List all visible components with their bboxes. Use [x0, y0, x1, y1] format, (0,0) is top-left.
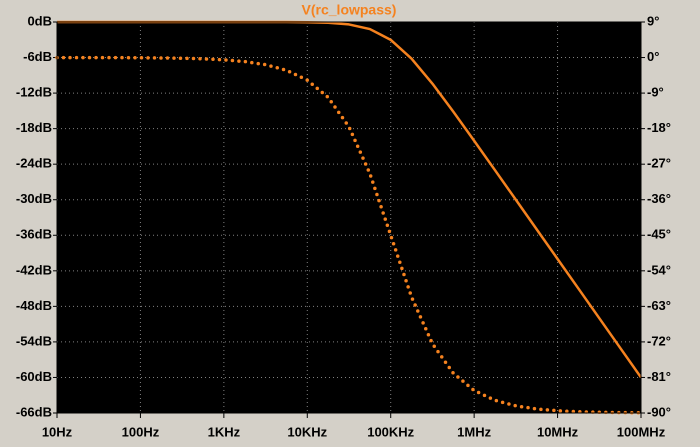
x-tick-label: 100KHz — [367, 424, 414, 439]
y-tick-label: -30dB — [16, 191, 52, 206]
y2-tick-label: -54° — [647, 262, 671, 277]
y2-tick-label: -81° — [647, 369, 671, 384]
y2-tick-label: -90° — [647, 404, 671, 419]
y-tick-label: 0dB — [27, 13, 52, 28]
x-tick-label: 10Hz — [42, 424, 73, 439]
y-tick-label: -66dB — [16, 404, 52, 419]
y-tick-label: -12dB — [16, 85, 52, 100]
y-tick-label: -48dB — [16, 298, 52, 313]
x-tick-label: 100Hz — [122, 424, 160, 439]
x-tick-label: 10KHz — [287, 424, 327, 439]
x-tick-label: 1KHz — [208, 424, 241, 439]
y2-tick-label: -27° — [647, 156, 671, 171]
series-line — [55, 55, 643, 415]
y-tick-label: -6dB — [23, 49, 52, 64]
chart-title: V(rc_lowpass) — [302, 2, 397, 18]
plot-area — [57, 22, 641, 413]
y-tick-label: -18dB — [16, 120, 52, 135]
y-tick-label: -36dB — [16, 227, 52, 242]
x-tick-label: 1MHz — [457, 424, 491, 439]
y2-tick-label: 0° — [647, 49, 659, 64]
x-tick-label: 100MHz — [617, 424, 666, 439]
y2-tick-label: -72° — [647, 333, 671, 348]
plot-border — [56, 21, 642, 414]
y2-tick-label: -45° — [647, 227, 671, 242]
y-tick-label: -42dB — [16, 262, 52, 277]
y2-tick-label: -36° — [647, 191, 671, 206]
x-tick-label: 10MHz — [537, 424, 579, 439]
y2-tick-label: 9° — [647, 13, 659, 28]
y2-tick-label: -9° — [647, 85, 664, 100]
y2-tick-label: -63° — [647, 298, 671, 313]
y2-tick-label: -18° — [647, 120, 671, 135]
y-tick-label: -60dB — [16, 369, 52, 384]
y-tick-label: -24dB — [16, 156, 52, 171]
y-tick-label: -54dB — [16, 333, 52, 348]
